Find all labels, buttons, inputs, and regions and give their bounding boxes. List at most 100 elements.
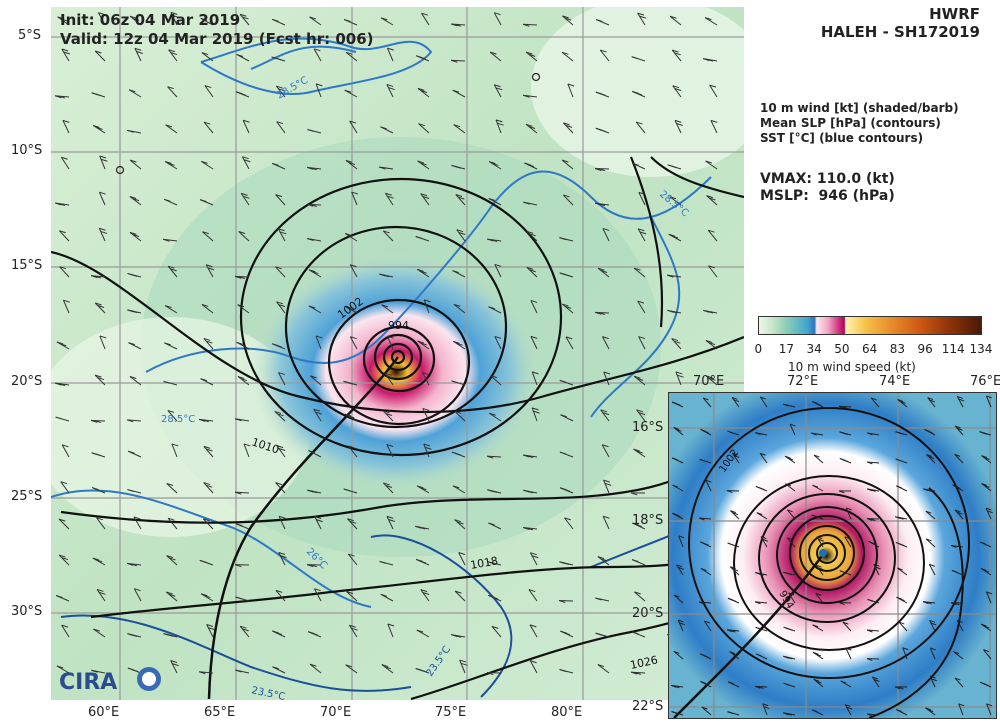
- wind-barb: [636, 409, 644, 413]
- wind-barb: [454, 165, 462, 169]
- wind-barb: [523, 201, 530, 205]
- wind-barb: [600, 269, 608, 273]
- wind-barb: [563, 488, 570, 492]
- wind-barb: [532, 407, 539, 411]
- wind-barb: [349, 264, 358, 278]
- wind-barb: [205, 484, 213, 488]
- inset-wind-barb: [810, 432, 817, 436]
- inset-lon-label: 76°E: [970, 374, 1000, 389]
- inset-wind-barb: [979, 541, 986, 545]
- inset-wind-barb: [957, 395, 963, 399]
- wind-barb: [418, 526, 426, 530]
- inset-wind-barb: [894, 686, 901, 690]
- wind-barb: [709, 197, 716, 201]
- wind-barb: [234, 275, 250, 278]
- inset-wind-barb: [671, 711, 678, 714]
- wind-barb: [387, 623, 394, 638]
- wind-barb: [417, 340, 430, 350]
- inset-wind-barb: [678, 619, 684, 623]
- inset-wind-barb: [844, 536, 851, 540]
- wind-barb: [638, 192, 646, 206]
- inset-wind-barb: [816, 536, 824, 548]
- wind-barb: [206, 624, 214, 638]
- wind-barb: [598, 168, 605, 172]
- wind-barb: [274, 411, 286, 422]
- inset-wind-barb: [898, 621, 905, 625]
- wind-barb: [202, 561, 210, 565]
- inset-wind-barb: [980, 623, 992, 632]
- wind-barb: [422, 196, 430, 200]
- wind-barb: [597, 664, 605, 668]
- inset-wind-barb: [925, 707, 936, 716]
- inset-wind-barb: [674, 514, 681, 518]
- wind-barb: [203, 121, 211, 125]
- inset-wind-barb: [925, 488, 932, 492]
- wind-barb: [672, 49, 679, 53]
- wind-barb: [459, 659, 467, 663]
- wind-barb: [637, 300, 646, 314]
- wind-barb: [346, 591, 354, 595]
- wind-barb: [277, 228, 286, 242]
- wind-barb: [205, 264, 214, 278]
- inset-wind-barb: [699, 458, 706, 462]
- wind-barb: [495, 119, 502, 134]
- wind-barb: [674, 52, 681, 56]
- inset-wind-barb: [727, 542, 734, 546]
- wind-barb: [563, 122, 570, 126]
- wind-barb: [129, 376, 137, 379]
- inset-wind-barb: [785, 712, 792, 716]
- wind-barb: [639, 231, 647, 235]
- wind-barb: [385, 484, 393, 488]
- wind-barb: [599, 92, 606, 96]
- wind-barb: [594, 311, 602, 315]
- wind-barb: [707, 229, 718, 242]
- wind-barb: [562, 303, 569, 307]
- wind-barb: [129, 15, 142, 26]
- wind-barb: [203, 518, 210, 522]
- wind-barb: [674, 120, 682, 134]
- inset-wind-barb: [986, 703, 992, 716]
- wind-barb: [567, 83, 575, 87]
- inset-wind-barb: [925, 510, 936, 520]
- wind-barb: [486, 455, 502, 458]
- wind-barb: [242, 156, 249, 160]
- inset-wind-barb: [929, 619, 936, 623]
- wind-barb: [130, 563, 138, 567]
- wind-barb: [131, 668, 138, 672]
- wind-barb: [598, 312, 605, 315]
- wind-barb: [313, 48, 322, 62]
- wind-barb: [128, 450, 135, 454]
- wind-barb: [347, 518, 354, 522]
- wind-barb: [494, 84, 501, 88]
- wind-barb: [61, 48, 69, 52]
- wind-barb: [58, 383, 66, 387]
- wind-barb: [60, 481, 70, 494]
- wind-barb: [235, 669, 242, 673]
- wind-barb: [59, 343, 67, 347]
- wind-barb: [384, 192, 394, 206]
- wind-barb: [61, 444, 70, 458]
- wind-barb: [417, 160, 425, 164]
- island-marker: [531, 72, 541, 82]
- wind-barb: [350, 336, 357, 340]
- inset-wind-barb: [869, 518, 876, 522]
- wind-barb: [526, 266, 534, 270]
- wind-barb: [562, 15, 569, 19]
- wind-barb: [94, 93, 102, 97]
- wind-barb: [240, 378, 248, 382]
- inset-wind-barb: [985, 507, 992, 511]
- inset-lat-label: 18°S: [632, 513, 664, 528]
- wind-barb: [705, 160, 712, 164]
- wind-barb: [636, 121, 643, 125]
- wind-barb: [635, 121, 646, 134]
- wind-barb: [561, 51, 574, 62]
- wind-barb: [528, 126, 536, 129]
- wind-barb: [202, 518, 214, 530]
- inset-wind-barb: [757, 686, 764, 689]
- wind-barb: [61, 557, 69, 561]
- legend-wind: 10 m wind [kt] (shaded/barb): [760, 101, 959, 115]
- wind-barb: [167, 517, 175, 521]
- wind-barb: [558, 600, 566, 604]
- wind-barb: [343, 19, 351, 23]
- wind-barb: [203, 121, 214, 134]
